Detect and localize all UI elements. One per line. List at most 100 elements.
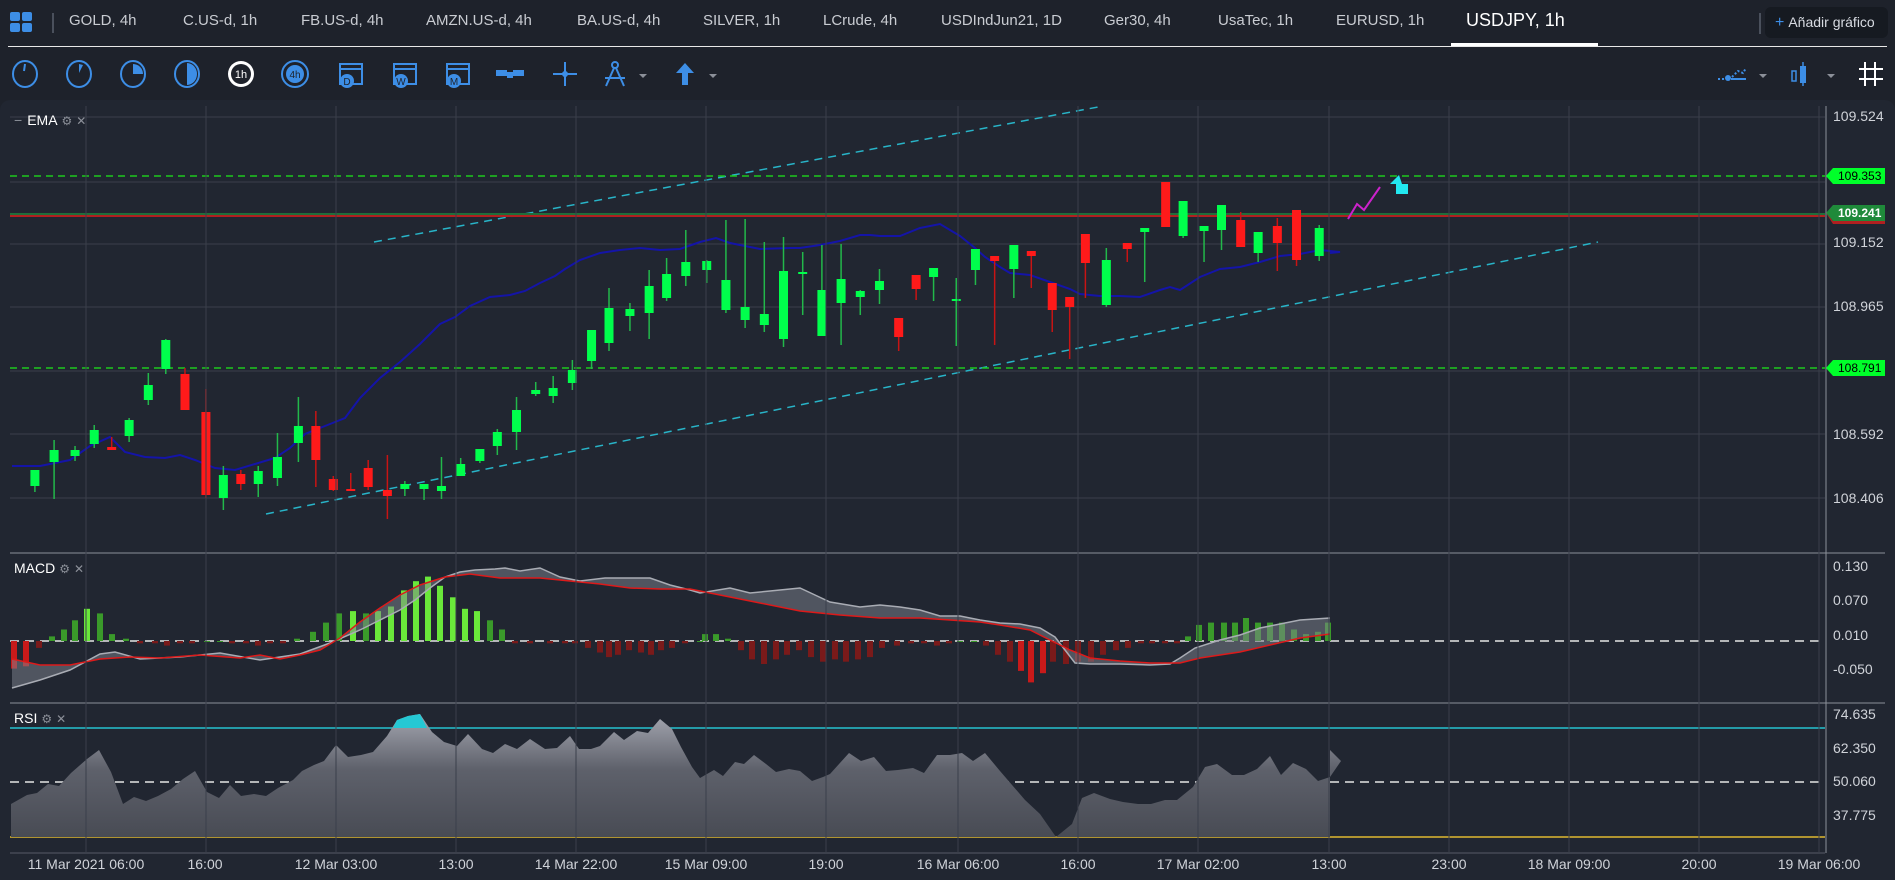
indicators-icon[interactable]: [1716, 59, 1746, 89]
candle: [779, 271, 789, 339]
collapse-icon[interactable]: −: [14, 112, 23, 128]
gear-icon[interactable]: ⚙: [41, 712, 53, 726]
chevron-down-icon[interactable]: [1824, 59, 1838, 89]
chevron-down-icon[interactable]: [1756, 59, 1770, 89]
macd-histogram-bar: [1149, 641, 1155, 644]
macd-histogram-bar: [585, 641, 591, 648]
chevron-down-icon[interactable]: [636, 59, 650, 89]
tab-eurusd-1h[interactable]: EURUSD, 1h: [1336, 12, 1425, 29]
gear-icon[interactable]: ⚙: [59, 562, 70, 576]
candle: [311, 426, 321, 460]
macd-histogram-bar: [164, 641, 170, 646]
ema-label: EMA: [27, 112, 58, 128]
clock-5m-icon[interactable]: [64, 59, 94, 89]
tab-usdjpy-1h[interactable]: USDJPY, 1h: [1466, 10, 1565, 30]
macd-histogram-bar: [1113, 641, 1119, 651]
macd-histogram-bar: [323, 622, 329, 641]
support-tag-shape: [1826, 360, 1885, 376]
candle: [1026, 251, 1036, 256]
close-icon[interactable]: ✕: [56, 712, 67, 726]
tab-bar-divider: [8, 46, 1887, 47]
macd-histogram-bar: [702, 634, 708, 641]
macd-histogram-bar: [682, 641, 688, 644]
tab-silver-1h[interactable]: SILVER, 1h: [703, 12, 781, 29]
calendar-week-icon[interactable]: W: [390, 59, 420, 89]
tab-usatec-1h[interactable]: UsaTec, 1h: [1218, 12, 1294, 29]
candle: [1065, 297, 1075, 307]
macd-histogram-bar: [36, 641, 42, 648]
drawing-compass-icon[interactable]: [600, 59, 630, 89]
clock-15m-icon[interactable]: [118, 59, 148, 89]
macd-histogram-bar: [1208, 622, 1214, 641]
svg-text:M: M: [450, 77, 458, 88]
macd-histogram-bar: [310, 631, 316, 641]
time-axis-label: 20:00: [1681, 856, 1717, 872]
resistance-price-tag: 109.353: [1838, 169, 1882, 183]
range-tool-icon[interactable]: [495, 59, 525, 89]
rsi-label: RSI: [14, 710, 38, 726]
chevron-down-icon[interactable]: [706, 59, 720, 89]
candle: [1178, 201, 1188, 236]
macd-histogram-bar: [1100, 641, 1106, 655]
candle: [855, 291, 865, 297]
clock-1m-icon[interactable]: [10, 59, 40, 89]
clock-30m-icon[interactable]: [172, 59, 202, 89]
macd-histogram-bar: [648, 641, 654, 655]
arrow-up-icon[interactable]: [670, 59, 700, 89]
macd-axis-label: -0.050: [1833, 661, 1873, 677]
candle: [419, 484, 429, 489]
macd-axis-label: 0.130: [1833, 558, 1869, 574]
rsi-axis-label: 62.350: [1833, 740, 1876, 756]
macd-histogram-bar: [1018, 641, 1024, 671]
macd-histogram-bar: [450, 597, 456, 641]
macd-histogram-bar: [267, 641, 273, 644]
macd-histogram-bar: [84, 608, 90, 641]
tab-amzn-us-d-4h[interactable]: AMZN.US-d, 4h: [426, 12, 532, 29]
tab-c-us-d-1h[interactable]: C.US-d, 1h: [183, 12, 258, 29]
candle: [548, 388, 558, 396]
add-chart-button[interactable]: + Añadir gráfico: [1765, 7, 1888, 38]
tab-gold-4h[interactable]: GOLD, 4h: [69, 12, 137, 29]
close-icon[interactable]: ✕: [76, 114, 87, 128]
close-icon[interactable]: ✕: [74, 562, 85, 576]
macd-histogram-bar: [796, 641, 802, 651]
time-axis-label: 16:00: [187, 856, 223, 872]
macd-histogram-bar: [626, 641, 632, 651]
candle: [236, 474, 246, 484]
macd-histogram-bar: [983, 641, 989, 646]
candle: [400, 484, 410, 489]
chart-area[interactable]: [0, 100, 1895, 880]
candle: [798, 272, 808, 274]
candle: [346, 489, 356, 491]
tab-lcrude-4h[interactable]: LCrude, 4h: [823, 12, 898, 29]
candle: [1272, 226, 1282, 243]
candle: [492, 432, 502, 446]
gear-icon[interactable]: ⚙: [61, 114, 73, 128]
candle: [436, 486, 446, 491]
macd-histogram-bar: [413, 581, 419, 641]
macd-histogram-bar: [375, 611, 381, 641]
macd-histogram-bar: [697, 641, 703, 642]
tab-fb-us-d-4h[interactable]: FB.US-d, 4h: [301, 12, 384, 29]
clock-4h-icon[interactable]: 4h: [280, 59, 310, 89]
time-axis-label: 19 Mar 06:00: [1777, 856, 1861, 872]
clock-1h-icon[interactable]: 1h: [226, 59, 256, 89]
tab-ger30-4h[interactable]: Ger30, 4h: [1104, 12, 1171, 29]
candle: [512, 410, 522, 432]
grid-icon[interactable]: [1856, 59, 1886, 89]
apps-grid-icon[interactable]: [10, 12, 34, 34]
candle: [702, 261, 712, 270]
time-axis-label: 13:00: [1311, 856, 1347, 872]
crosshair-icon[interactable]: [550, 59, 580, 89]
macd-histogram-bar: [843, 641, 849, 662]
calendar-month-icon[interactable]: M: [443, 59, 473, 89]
chart-toolbar: 1h 4h D W M: [0, 50, 1895, 96]
chart-type-candles-icon[interactable]: [1786, 59, 1816, 89]
candle: [911, 275, 921, 289]
tab-usdindjun21-1d[interactable]: USDIndJun21, 1D: [941, 12, 1062, 29]
tab-ba-us-d-4h[interactable]: BA.US-d, 4h: [577, 12, 661, 29]
candle: [1101, 260, 1111, 305]
calendar-day-icon[interactable]: D: [336, 59, 366, 89]
macd-histogram-bar: [808, 641, 814, 658]
